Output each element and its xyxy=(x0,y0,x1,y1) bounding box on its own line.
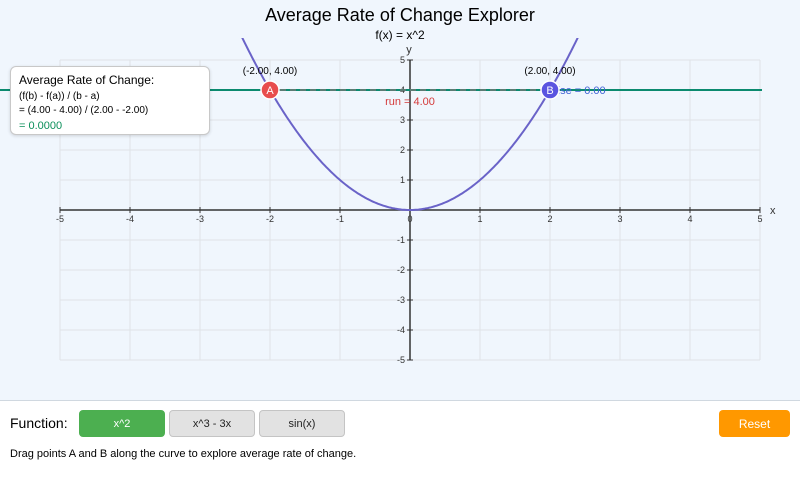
x-tick-label: -4 xyxy=(126,214,134,224)
x-tick-label: 3 xyxy=(617,214,622,224)
x-tick-label: -5 xyxy=(56,214,64,224)
rate-substitution: = (4.00 - 4.00) / (2.00 - -2.00) xyxy=(19,105,149,116)
function-button-sinx[interactable]: sin(x) xyxy=(259,410,345,437)
reset-button[interactable]: Reset xyxy=(719,410,790,437)
x-axis-label: x xyxy=(770,205,776,217)
y-tick-label: -4 xyxy=(397,325,405,335)
rate-formula: (f(b) - f(a)) / (b - a) xyxy=(19,91,100,102)
y-tick-label: 2 xyxy=(400,145,405,155)
graph-canvas[interactable]: -5-4-3-2-1012345-5-4-3-2-112345xyAverage… xyxy=(0,0,800,400)
rise-label: rise = 0.00 xyxy=(554,85,606,97)
x-tick-label: 4 xyxy=(687,214,692,224)
point-a-coordinates: (-2.00, 4.00) xyxy=(243,66,297,77)
x-tick-label: -2 xyxy=(266,214,274,224)
function-button-x3-3x[interactable]: x^3 - 3x xyxy=(169,410,255,437)
y-axis-label: y xyxy=(406,44,412,56)
point-a-label: A xyxy=(266,85,274,97)
x-tick-label: -1 xyxy=(336,214,344,224)
y-tick-label: -2 xyxy=(397,265,405,275)
page-title: Average Rate of Change Explorer xyxy=(265,5,535,25)
point-a-handle[interactable] xyxy=(260,80,280,100)
plot-area: -5-4-3-2-1012345-5-4-3-2-112345xyAverage… xyxy=(0,0,800,401)
y-tick-label: 3 xyxy=(400,115,405,125)
function-curve xyxy=(241,38,579,211)
y-tick-label: 1 xyxy=(400,175,405,185)
y-tick-label: -5 xyxy=(397,355,405,365)
function-label: Function: xyxy=(10,415,68,431)
instructions-text: Drag points A and B along the curve to e… xyxy=(10,448,357,460)
point-b-handle[interactable] xyxy=(540,80,560,100)
rate-panel-title: Average Rate of Change: xyxy=(19,73,155,87)
x-tick-label: 1 xyxy=(477,214,482,224)
x-tick-label: 5 xyxy=(757,214,762,224)
point-b-coordinates: (2.00, 4.00) xyxy=(524,66,575,77)
rate-result: = 0.0000 xyxy=(19,120,63,132)
control-panel: Function: x^2 x^3 - 3x sin(x) Reset Drag… xyxy=(0,401,800,482)
x-tick-label: -3 xyxy=(196,214,204,224)
rate-of-change-panel: Average Rate of Change: (f(b) - f(a)) / … xyxy=(10,66,210,135)
y-tick-label: 5 xyxy=(400,55,405,65)
y-tick-label: -1 xyxy=(397,235,405,245)
x-tick-label: 0 xyxy=(407,214,412,224)
y-tick-label: -3 xyxy=(397,295,405,305)
point-b-label: B xyxy=(546,85,553,97)
run-label: run = 4.00 xyxy=(385,96,435,108)
x-tick-label: 2 xyxy=(547,214,552,224)
function-button-x2[interactable]: x^2 xyxy=(79,410,165,437)
function-subtitle: f(x) = x^2 xyxy=(375,28,425,42)
